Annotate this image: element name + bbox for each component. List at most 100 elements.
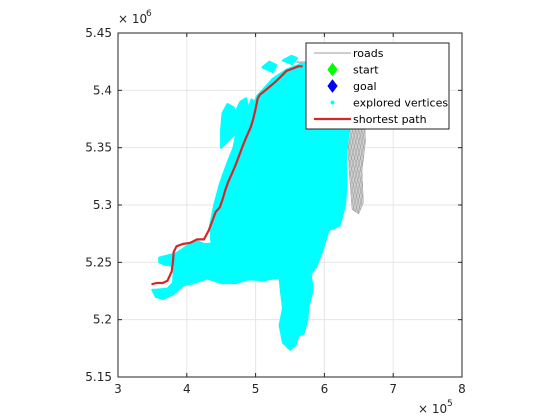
road-hatch-b-115 — [525, 30, 560, 240]
road-hatch-b-120 — [540, 30, 560, 240]
road-hatch-a-107 — [501, 30, 560, 240]
x-tick-label-3: 6 — [321, 382, 329, 396]
road-hatch-b-108 — [504, 30, 559, 240]
y-tick-label-3: 5.3 — [93, 198, 112, 212]
x-exponent-base: × 10 — [418, 402, 447, 416]
road-hatch-a-104 — [492, 30, 552, 240]
road-hatch-a-118 — [534, 30, 560, 240]
road-hatch-b-89 — [447, 30, 502, 240]
x-tick-label-5: 8 — [458, 382, 466, 396]
road-hatch-b-121 — [543, 30, 560, 240]
y-tick-label-6: 5.45 — [85, 26, 112, 40]
road-hatch-a-95 — [465, 30, 525, 240]
shortest-path-line — [151, 65, 303, 286]
road-hatch-a-120 — [540, 30, 560, 240]
road-hatch-b-98 — [474, 30, 529, 240]
y-exponent-power: 6 — [146, 9, 152, 19]
road-hatch-a-122 — [546, 30, 560, 240]
road-hatch-b-123 — [549, 30, 560, 240]
road-hatch-a-123 — [549, 30, 560, 240]
road-hatch-a-97 — [471, 30, 531, 240]
legend-label-0: roads — [353, 47, 384, 60]
road-hatch-a-111 — [513, 30, 560, 240]
road-hatch-a-88 — [444, 30, 504, 240]
legend-marker-explored — [330, 100, 335, 105]
road-hatch-a-115 — [525, 30, 560, 240]
road-hatch-a-89 — [447, 30, 507, 240]
road-hatch-a-109 — [507, 30, 560, 240]
explored-region-1 — [158, 97, 250, 275]
legend-label-3: explored vertices — [353, 97, 448, 110]
road-hatch-a-106 — [498, 30, 558, 240]
legend-label-4: shortest path — [353, 113, 427, 126]
road-hatch-a-92 — [456, 30, 516, 240]
road-hatch-b-109 — [507, 30, 560, 240]
road-hatch-b-125 — [555, 30, 560, 240]
explored-region-4 — [282, 54, 298, 66]
road-hatch-a-110 — [510, 30, 560, 240]
road-hatch-a-124 — [552, 30, 560, 240]
road-hatch-b-117 — [531, 30, 560, 240]
road-hatch-b-124 — [552, 30, 560, 240]
road-hatch-a-112 — [516, 30, 560, 240]
y-tick-label-4: 5.35 — [85, 141, 112, 155]
x-tick-label-4: 7 — [389, 382, 397, 396]
y-tick-label-2: 5.25 — [85, 255, 112, 269]
legend-label-2: goal — [353, 80, 377, 93]
shortest-path-series — [151, 65, 303, 286]
road-hatch-a-100 — [480, 30, 540, 240]
axis-exponents: × 106× 10 5 — [118, 9, 453, 416]
road-hatch-a-108 — [504, 30, 560, 240]
x-tick-label-2: 5 — [252, 382, 260, 396]
road-hatch-a-98 — [474, 30, 534, 240]
road-hatch-b-88 — [444, 30, 499, 240]
road-hatch-b-97 — [471, 30, 526, 240]
y-tick-label-1: 5.2 — [93, 313, 112, 327]
road-hatch-b-55 — [344, 60, 366, 215]
road-hatch-b-95 — [465, 30, 520, 240]
road-hatch-a-90 — [450, 30, 510, 240]
road-hatch-b-94 — [462, 30, 517, 240]
road-hatch-b-119 — [537, 30, 560, 240]
road-hatch-b-57 — [350, 60, 366, 215]
explored-region-2 — [220, 102, 238, 149]
axis-ticks: 3 4 5 6 7 8 5.15 5.2 5.25 5.3 5.35 5.4 5.45 — [85, 26, 466, 396]
road-hatch-a-96 — [468, 30, 528, 240]
x-tick-label-0: 3 — [114, 382, 122, 396]
road-hatch-b-122 — [546, 30, 560, 240]
road-hatch-b-111 — [513, 30, 560, 240]
road-hatch-b-113 — [519, 30, 560, 240]
road-hatch-a-113 — [519, 30, 560, 240]
legend-label-1: start — [353, 64, 379, 77]
road-hatch-a-119 — [537, 30, 560, 240]
road-hatch-b-106 — [498, 30, 553, 240]
road-hatch-a-117 — [531, 30, 560, 240]
road-hatch-b-104 — [492, 30, 547, 240]
road-hatch-b-112 — [516, 30, 560, 240]
road-hatch-b-101 — [483, 30, 538, 240]
road-hatch-b-90 — [450, 30, 505, 240]
road-hatch-b-116 — [528, 30, 560, 240]
road-hatch-a-102 — [486, 30, 546, 240]
y-tick-label-0: 5.15 — [85, 370, 112, 384]
road-hatch-a-121 — [543, 30, 560, 240]
road-hatch-a-103 — [489, 30, 549, 240]
road-hatch-b-118 — [534, 30, 560, 240]
legend-marker-start — [327, 62, 338, 77]
explored-region-3 — [261, 60, 278, 74]
road-hatch-a-87 — [441, 30, 501, 240]
road-hatch-a-93 — [459, 30, 519, 240]
road-hatch-b-92 — [456, 30, 511, 240]
road-hatch-b-102 — [486, 30, 541, 240]
road-hatch-a-99 — [477, 30, 537, 240]
road-hatch-b-114 — [522, 30, 560, 240]
road-hatch-b-96 — [468, 30, 523, 240]
road-hatch-b-100 — [480, 30, 535, 240]
road-hatch-a-125 — [555, 30, 560, 240]
road-hatch-b-93 — [459, 30, 514, 240]
road-hatch-b-103 — [489, 30, 544, 240]
road-hatch-a-114 — [522, 30, 560, 240]
road-hatch-b-107 — [501, 30, 556, 240]
x-exponent-power: 5 — [447, 399, 453, 409]
